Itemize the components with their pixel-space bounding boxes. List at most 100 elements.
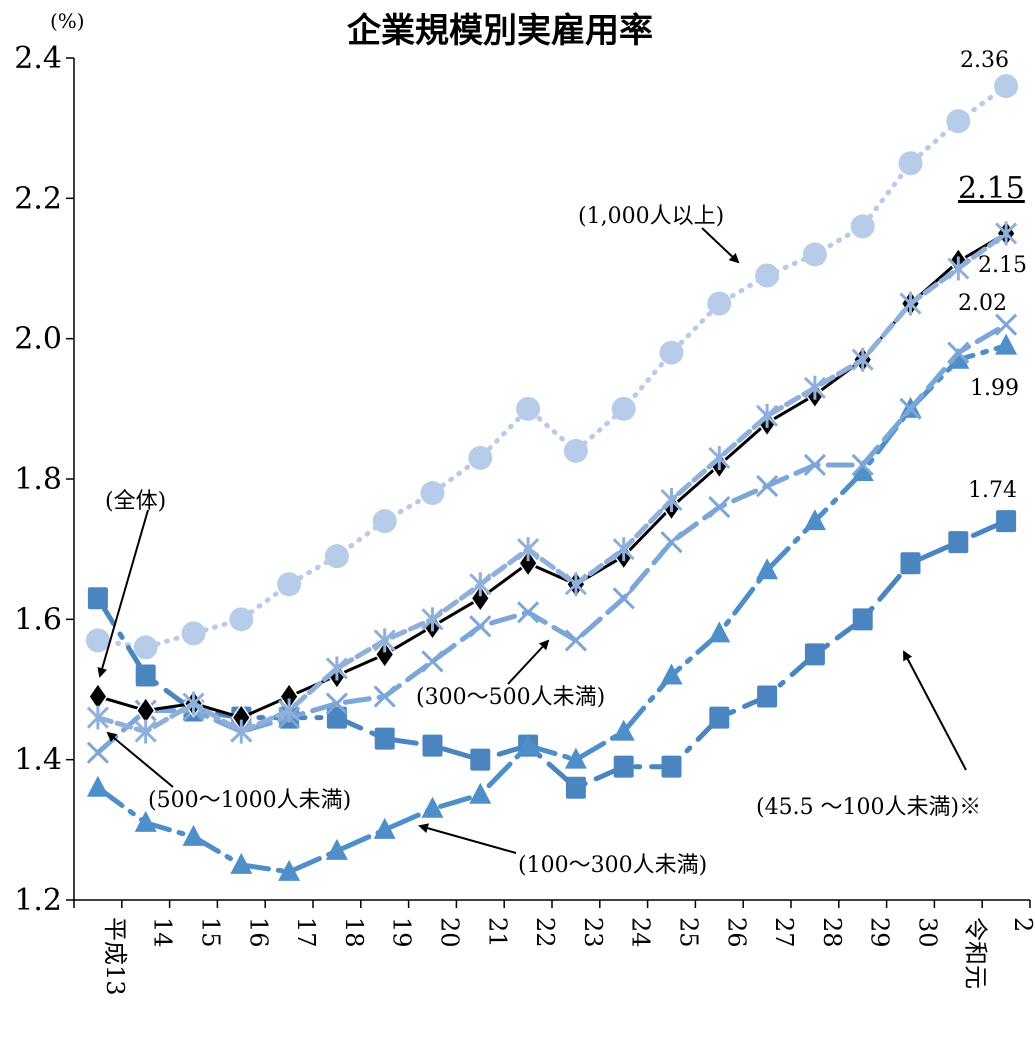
- x-tick-label: 23: [579, 917, 607, 948]
- data-point: [995, 313, 1018, 336]
- x-tick-label: 15: [197, 917, 225, 948]
- data-point: [660, 663, 683, 685]
- data-point: [373, 628, 396, 653]
- data-point: [86, 775, 109, 797]
- data-point: [421, 796, 444, 818]
- data-point: [230, 719, 253, 744]
- end-label-45-100: 1.74: [968, 478, 1017, 503]
- data-point: [86, 705, 109, 730]
- data-point: [230, 852, 253, 874]
- data-point: [612, 587, 635, 610]
- data-point: [325, 838, 348, 860]
- end-labels: 2.36 2.15 2.15 2.02 1.99 1.74: [958, 48, 1027, 503]
- data-point: [565, 776, 586, 799]
- data-point: [612, 719, 635, 741]
- data-point: [133, 635, 158, 660]
- x-tick-label: 16: [244, 917, 272, 948]
- arrow-100-300: [418, 823, 517, 854]
- data-point: [660, 488, 683, 513]
- data-point: [277, 572, 302, 597]
- data-point: [469, 615, 492, 638]
- y-tick-label: 1.8: [14, 462, 62, 497]
- data-point: [517, 537, 540, 562]
- annotations: (1,000人以上) (全体) (500～1000人未満) (300～500人未…: [97, 204, 981, 878]
- x-tick-label: 26: [722, 917, 750, 948]
- x-tick-label: 27: [770, 917, 798, 948]
- series-5: [87, 510, 1017, 799]
- data-point: [803, 375, 826, 400]
- x-tick-label: 平成13: [101, 917, 129, 996]
- y-tick-label: 1.6: [14, 602, 62, 637]
- data-point: [948, 531, 969, 554]
- data-point: [756, 474, 779, 498]
- arrow-300-500: [507, 639, 550, 685]
- data-point: [134, 810, 157, 832]
- y-tick-label: 1.2: [14, 883, 62, 918]
- x-tick-label: 25: [675, 917, 703, 948]
- end-label-500-1000: 2.15: [978, 253, 1027, 278]
- x-tick-label: 30: [914, 917, 942, 948]
- data-point: [900, 552, 921, 575]
- data-point: [135, 664, 156, 687]
- data-point: [947, 341, 970, 364]
- data-point: [518, 548, 539, 578]
- axes: [66, 57, 1031, 908]
- label-500-1000: (500～1000人未満): [148, 788, 351, 813]
- data-point: [85, 628, 110, 653]
- data-point: [326, 706, 347, 729]
- data-point: [182, 824, 205, 846]
- data-point: [278, 859, 301, 881]
- data-point: [612, 537, 635, 562]
- end-label-1000-plus: 2.36: [960, 48, 1009, 73]
- data-point: [469, 572, 492, 597]
- data-point: [708, 621, 731, 643]
- data-point: [899, 397, 922, 420]
- y-tick-labels: 1.2 1.4 1.6 1.8 2.0 2.2 2.4: [14, 41, 62, 918]
- data-point: [994, 74, 1019, 99]
- data-point: [708, 496, 731, 519]
- series-2: [86, 221, 1018, 744]
- label-100-300: (100～300人未満): [518, 853, 707, 878]
- data-point: [851, 453, 874, 477]
- series-1: [87, 219, 1017, 732]
- data-point: [517, 733, 540, 755]
- series-0: [85, 74, 1019, 660]
- data-point: [517, 601, 540, 624]
- data-point: [659, 340, 684, 365]
- data-point: [850, 214, 875, 239]
- data-point: [709, 706, 730, 729]
- data-point: [469, 782, 492, 804]
- data-point: [86, 741, 109, 764]
- data-point: [468, 445, 493, 470]
- data-point: [802, 242, 827, 267]
- series-layer: [85, 74, 1019, 881]
- data-point: [996, 510, 1017, 533]
- data-point: [995, 333, 1018, 355]
- data-point: [324, 544, 349, 569]
- label-1000-plus: (1,000人以上): [578, 204, 724, 229]
- data-point: [373, 685, 396, 708]
- x-tick-label: 2: [1009, 917, 1035, 932]
- x-tick-label: 20: [436, 917, 464, 948]
- series-4: [86, 333, 1018, 881]
- data-point: [611, 396, 636, 421]
- data-point: [325, 656, 348, 681]
- data-point: [422, 734, 443, 757]
- x-tick-label: 14: [149, 917, 177, 948]
- arrow-1000-plus: [701, 227, 740, 264]
- arrow-overall: [97, 509, 149, 678]
- data-point: [804, 643, 825, 666]
- data-point: [374, 727, 395, 750]
- x-tick-labels: 平成13 14 15 16 17 18 19 20 21 22 23 24 25 26 27 28 29 30 令和…: [101, 917, 1035, 996]
- y-tick-label: 1.4: [14, 743, 62, 778]
- series-line: [95, 230, 1009, 735]
- label-45-100: (45.5 ～100人未満)※: [756, 795, 981, 820]
- label-300-500: (300～500人未満): [416, 685, 605, 710]
- data-point: [898, 151, 923, 176]
- data-point: [373, 817, 396, 839]
- data-point: [278, 698, 301, 723]
- data-point: [852, 608, 873, 631]
- chart-title: 企業規模別実雇用率: [347, 11, 653, 51]
- data-point: [563, 438, 588, 463]
- y-axis-unit: (%): [50, 9, 85, 33]
